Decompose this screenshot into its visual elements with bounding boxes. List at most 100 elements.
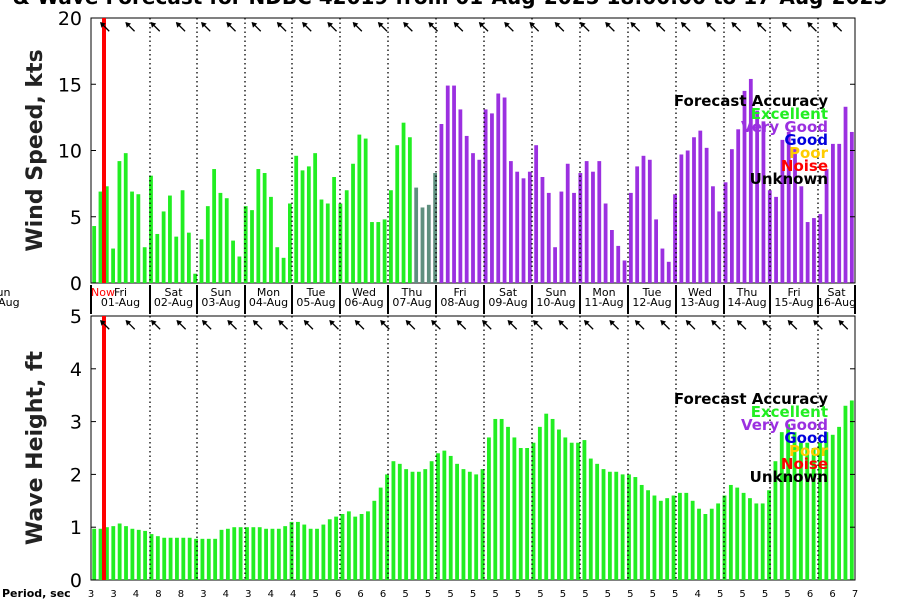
- data-bar: [404, 469, 409, 580]
- day-labels: Fri01-AugSat02-AugSun03-AugMon04-AugTue0…: [0, 285, 856, 314]
- period-value: 5: [402, 589, 408, 600]
- data-bar: [595, 463, 600, 580]
- direction-arrow: [482, 320, 492, 330]
- data-bar: [257, 527, 262, 580]
- direction-arrow: [380, 320, 390, 330]
- data-bar: [483, 109, 488, 283]
- direction-arrow: [660, 320, 671, 330]
- data-bar: [327, 519, 332, 580]
- data-bar: [136, 529, 141, 580]
- data-bar: [627, 474, 631, 580]
- direction-arrow: [100, 320, 110, 330]
- data-bar: [565, 163, 570, 283]
- period-value: 8: [155, 589, 161, 600]
- data-bar: [658, 500, 663, 580]
- day-name: Tue: [306, 286, 326, 299]
- direction-arrow: [532, 320, 543, 330]
- day-name: Sun: [546, 286, 567, 299]
- direction-arrow: [736, 320, 747, 330]
- direction-arrow: [711, 320, 721, 330]
- data-bar: [678, 492, 682, 580]
- data-bar: [353, 516, 358, 580]
- period-value: 3: [110, 589, 116, 600]
- period-value: 5: [650, 589, 656, 600]
- legend-entry: Excellent: [751, 105, 828, 123]
- data-bar: [811, 448, 816, 580]
- data-bar: [741, 492, 746, 580]
- data-bar: [302, 524, 307, 580]
- legend-title: Forecast Accuracy: [674, 390, 828, 408]
- data-bar: [372, 500, 377, 580]
- data-bar: [389, 190, 393, 283]
- direction-arrow: [456, 320, 467, 330]
- data-bar: [256, 169, 261, 283]
- direction-arrow: [278, 320, 289, 330]
- data-bar: [641, 155, 646, 283]
- data-bar: [837, 426, 841, 580]
- data-bar: [351, 163, 355, 283]
- data-bar: [671, 495, 676, 580]
- data-bar: [410, 471, 415, 580]
- data-bar: [711, 186, 715, 283]
- data-bar: [527, 171, 532, 283]
- data-bar: [622, 260, 627, 283]
- legend-title: Forecast Accuracy: [674, 92, 828, 110]
- period-value: 5: [492, 589, 498, 600]
- direction-arrow: [125, 320, 136, 330]
- data-bar: [578, 173, 583, 283]
- data-bar: [442, 450, 447, 580]
- direction-arrow: [150, 320, 161, 330]
- data-bar: [690, 500, 695, 580]
- data-bar: [728, 484, 733, 580]
- direction-arrow: [558, 320, 569, 330]
- period-value: 5: [627, 589, 633, 600]
- period-value: 4: [268, 589, 274, 600]
- data-bar: [340, 514, 345, 580]
- data-bar: [502, 97, 507, 283]
- direction-arrow: [176, 320, 187, 330]
- data-bar: [363, 138, 368, 283]
- period-value: 6: [829, 589, 835, 600]
- data-bar: [319, 199, 324, 283]
- data-bar: [525, 448, 530, 580]
- data-bar: [194, 538, 198, 580]
- data-bar: [572, 192, 576, 283]
- data-bar: [218, 192, 223, 283]
- data-bar: [200, 538, 205, 580]
- period-value: 6: [335, 589, 341, 600]
- data-bar: [480, 469, 485, 580]
- y-axis-label: Wind Speed, kts: [23, 49, 48, 251]
- data-bar: [130, 191, 134, 283]
- day-date: 08-Aug: [440, 296, 479, 309]
- period-label: Period, sec: [2, 587, 71, 600]
- direction-arrow: [125, 22, 136, 32]
- data-bar: [647, 159, 652, 283]
- data-bar: [155, 536, 160, 580]
- legend-entry: Unknown: [750, 468, 828, 486]
- data-bar: [849, 400, 854, 580]
- data-bar: [703, 514, 708, 580]
- direction-arrow: [352, 22, 363, 32]
- data-bar: [433, 173, 438, 283]
- data-bar: [455, 463, 459, 580]
- data-bar: [610, 230, 614, 283]
- direction-arrow: [329, 320, 339, 330]
- direction-arrow: [630, 22, 641, 32]
- direction-arrow: [302, 22, 312, 32]
- data-bar: [755, 110, 760, 283]
- data-bar: [98, 191, 103, 283]
- data-bar: [837, 143, 842, 284]
- period-value: 5: [425, 589, 431, 600]
- data-bar: [666, 261, 671, 283]
- direction-arrow: [507, 320, 518, 330]
- direction-arrow: [529, 22, 540, 32]
- data-bar: [646, 490, 650, 580]
- data-bar: [521, 178, 526, 283]
- data-bar: [496, 93, 501, 284]
- direction-arrow: [327, 22, 338, 32]
- day-name: Sat: [827, 286, 846, 299]
- data-bar: [652, 495, 657, 580]
- data-bar: [557, 429, 561, 580]
- data-bar: [490, 113, 494, 284]
- day-name: Sun: [211, 286, 232, 299]
